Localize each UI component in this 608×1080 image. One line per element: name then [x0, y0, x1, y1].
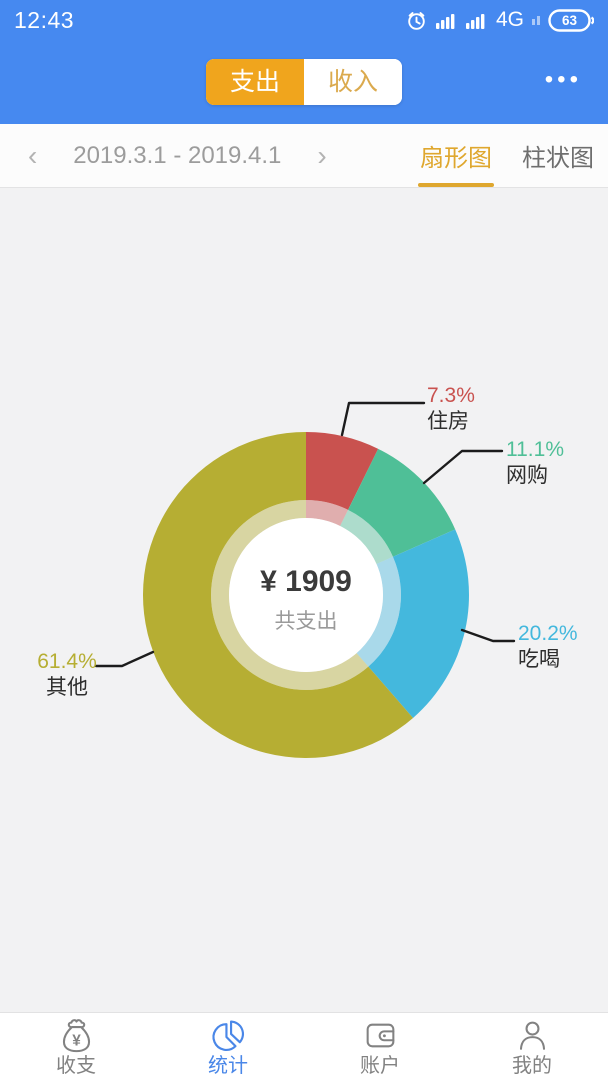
volte-indicator-icon — [532, 15, 540, 25]
income-tab[interactable]: 收入 — [304, 59, 402, 105]
donut-segment-网购[interactable] — [348, 448, 456, 557]
other-percent: 61.4% — [37, 650, 97, 673]
clock-time: 12:43 — [14, 6, 75, 33]
callout-line-吃喝 — [460, 628, 516, 643]
housing-percent: 7.3% — [427, 384, 475, 407]
moneybag-icon: ¥ — [58, 1017, 95, 1054]
person-icon — [514, 1017, 551, 1054]
callout-shopping: 11.1% 网购 — [506, 438, 564, 487]
nav-item-profile[interactable]: 我的 — [456, 1013, 608, 1080]
nav-label-transactions: 收支 — [56, 1055, 96, 1077]
app-header: 支出 收入 ••• — [0, 40, 608, 124]
period-bar: ‹ 2019.3.1 - 2019.4.1 › 扇形图 柱状图 — [0, 124, 608, 188]
donut-chart-area: ¥ 1909 共支出 7.3% 住房 11.1% 网购 20.2% 吃喝 61.… — [0, 188, 608, 1012]
next-period-button[interactable]: › — [317, 139, 327, 171]
callout-line-网购 — [422, 449, 504, 485]
battery-percent: 63 — [561, 12, 578, 28]
nav-item-accounts[interactable]: 账户 — [304, 1013, 456, 1080]
svg-text:¥: ¥ — [72, 1032, 81, 1049]
donut-chart[interactable] — [0, 188, 608, 1012]
status-bar: 12:43 — [0, 0, 608, 40]
callout-food: 20.2% 吃喝 — [518, 622, 578, 671]
food-label: 吃喝 — [518, 648, 560, 671]
donut-inner-ring-网购 — [340, 509, 393, 564]
tab-pie-chart[interactable]: 扇形图 — [418, 124, 494, 187]
network-type-label: 4G — [495, 8, 524, 31]
battery-icon: 63 — [548, 8, 594, 32]
donut-segment-吃喝[interactable] — [368, 529, 469, 718]
shopping-label: 网购 — [506, 464, 548, 487]
donut-segment-住房[interactable] — [306, 432, 379, 510]
bottom-nav: ¥ 收支 统计 账户 — [0, 1012, 608, 1080]
food-percent: 20.2% — [518, 622, 578, 645]
signal-sim1-icon — [435, 12, 458, 29]
nav-label-statistics: 统计 — [208, 1055, 248, 1077]
donut-inner-ring-其他 — [210, 500, 369, 690]
nav-label-profile: 我的 — [512, 1055, 552, 1077]
expense-income-toggle: 支出 收入 — [206, 59, 402, 105]
other-label: 其他 — [46, 676, 88, 699]
callout-line-住房 — [340, 401, 426, 437]
date-range-label: 2019.3.1 - 2019.4.1 — [73, 141, 282, 169]
callout-other: 61.4% 其他 — [34, 650, 100, 699]
donut-inner-ring-吃喝 — [356, 556, 402, 667]
prev-period-button[interactable]: ‹ — [28, 139, 38, 171]
donut-segment-其他[interactable] — [142, 432, 414, 758]
nav-label-accounts: 账户 — [360, 1055, 400, 1077]
callout-line-其他 — [94, 650, 155, 668]
pie-icon — [210, 1017, 247, 1054]
signal-sim2-icon — [465, 12, 488, 29]
wallet-icon — [362, 1017, 399, 1054]
tab-bar-chart[interactable]: 柱状图 — [522, 145, 594, 172]
shopping-percent: 11.1% — [506, 438, 564, 461]
expense-tab[interactable]: 支出 — [206, 59, 304, 105]
donut-hole — [229, 518, 383, 672]
callout-housing: 7.3% 住房 — [427, 384, 475, 433]
more-menu-icon[interactable]: ••• — [544, 66, 582, 94]
donut-inner-ring-住房 — [306, 500, 349, 526]
nav-item-statistics[interactable]: 统计 — [152, 1013, 304, 1080]
nav-item-transactions[interactable]: ¥ 收支 — [0, 1013, 152, 1080]
housing-label: 住房 — [427, 410, 469, 433]
alarm-icon — [405, 9, 428, 32]
